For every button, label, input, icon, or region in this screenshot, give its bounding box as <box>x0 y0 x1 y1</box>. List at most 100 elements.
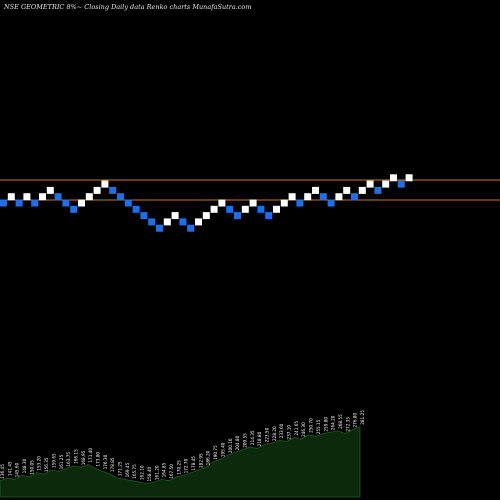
renko-brick-down <box>374 186 382 194</box>
renko-brick-up <box>366 180 374 188</box>
volume-area <box>0 426 361 498</box>
volume-label: 150.05 <box>29 460 34 475</box>
volume-label: 237.10 <box>287 425 292 440</box>
volume-label: 170.25 <box>176 460 181 475</box>
volume-label: 172.70 <box>184 458 189 473</box>
volume-label: 246.30 <box>301 422 306 437</box>
renko-brick-down <box>109 186 117 194</box>
reference-lines <box>0 179 500 201</box>
renko-brick-up <box>273 205 280 213</box>
volume-label: 182.95 <box>198 453 203 468</box>
renko-brick-up <box>7 193 15 201</box>
renko-brick-down <box>296 199 304 207</box>
volume-label: 228.20 <box>272 426 277 441</box>
renko-brick-down <box>257 205 265 213</box>
volume-label: 156.35 <box>44 457 49 472</box>
volume-label: 136.45 <box>0 464 5 479</box>
renko-brick-up <box>78 199 85 207</box>
volume-label: 186.20 <box>206 450 211 465</box>
volume-label: 158.40 <box>147 467 152 482</box>
renko-bricks <box>0 174 413 232</box>
renko-brick-up <box>382 180 390 188</box>
renko-brick-up <box>46 186 54 194</box>
renko-brick-down <box>140 212 148 220</box>
renko-brick-up <box>93 186 101 194</box>
volume-label: 163.75 <box>66 452 71 467</box>
volume-label: 161.20 <box>154 465 159 480</box>
volume-label: 268.55 <box>338 414 343 429</box>
volume-label: 264.20 <box>331 415 336 430</box>
renko-brick-down <box>226 205 234 213</box>
volume-label: 255.15 <box>316 419 321 434</box>
volume-label: 141.45 <box>7 461 12 476</box>
renko-brick-up <box>241 205 249 213</box>
volume-label: 145.60 <box>15 462 20 477</box>
volume-label: 173.80 <box>96 452 101 467</box>
volume-label: 178.45 <box>191 456 196 471</box>
volume-label: 281.25 <box>360 410 365 425</box>
renko-brick-up <box>163 218 171 226</box>
volume-label: 167.50 <box>169 464 174 479</box>
renko-brick-down <box>397 180 405 188</box>
renko-brick-up <box>335 193 343 201</box>
renko-brick-up <box>23 193 31 201</box>
renko-brick-up <box>280 199 288 207</box>
chart-header: NSE GEOMETRIC 8%~ Closing Daily data Ren… <box>4 3 252 11</box>
renko-brick-down <box>54 193 62 201</box>
renko-brick-up <box>101 180 109 188</box>
volume-label: 171.25 <box>118 461 123 476</box>
renko-brick-up <box>171 212 179 220</box>
renko-brick-down <box>0 199 7 207</box>
renko-brick-up <box>210 205 218 213</box>
volume-area-path <box>0 426 361 498</box>
renko-brick-down <box>156 224 163 232</box>
renko-brick-down <box>351 193 358 201</box>
renko-brick-down <box>187 224 195 232</box>
renko-brick-down <box>234 212 241 220</box>
volume-label: 162.10 <box>140 465 145 480</box>
volume-label: 250.70 <box>309 418 314 433</box>
renko-brick-up <box>405 174 413 182</box>
volume-label: 272.35 <box>345 417 350 432</box>
volume-label: 178.85 <box>110 457 115 472</box>
renko-brick-down <box>179 218 187 226</box>
renko-brick-up <box>85 193 93 201</box>
volume-labels: 136.45 141.45 145.60 148.30 150.05 153.20 156.… <box>0 410 365 482</box>
renko-brick-up <box>195 218 202 226</box>
volume-label: 195.40 <box>220 442 225 457</box>
renko-brick-down <box>117 193 124 201</box>
volume-label: 259.80 <box>323 417 328 432</box>
renko-brick-down <box>132 205 140 213</box>
renko-brick-down <box>15 199 23 207</box>
volume-label: 214.35 <box>250 430 255 445</box>
renko-brick-down <box>124 199 132 207</box>
volume-label: 165.75 <box>132 464 137 479</box>
renko-brick-up <box>218 199 226 207</box>
volume-label: 159.65 <box>51 453 56 468</box>
renko-brick-up <box>202 212 210 220</box>
volume-label: 233.60 <box>279 423 284 438</box>
renko-brick-down <box>62 199 70 207</box>
volume-label: 218.80 <box>257 431 262 446</box>
volume-label: 171.40 <box>88 448 93 463</box>
volume-label: 161.25 <box>59 454 64 469</box>
volume-label: 164.85 <box>162 462 167 477</box>
volume-label: 204.80 <box>235 435 240 450</box>
volume-label: 166.15 <box>74 449 79 464</box>
volume-label: 168.95 <box>81 450 86 465</box>
renko-brick-down <box>327 199 335 207</box>
renko-brick-up <box>312 186 319 194</box>
renko-brick-up <box>39 193 46 201</box>
volume-label: 176.30 <box>103 454 108 469</box>
volume-label: 276.80 <box>353 413 358 428</box>
renko-brick-up <box>343 186 351 194</box>
renko-brick-up <box>390 174 397 182</box>
renko-brick-down <box>265 212 273 220</box>
volume-label: 153.20 <box>37 456 42 471</box>
volume-label: 148.30 <box>22 458 27 473</box>
renko-brick-up <box>249 199 257 207</box>
volume-label: 200.10 <box>228 438 233 453</box>
volume-label: 241.65 <box>294 421 299 436</box>
